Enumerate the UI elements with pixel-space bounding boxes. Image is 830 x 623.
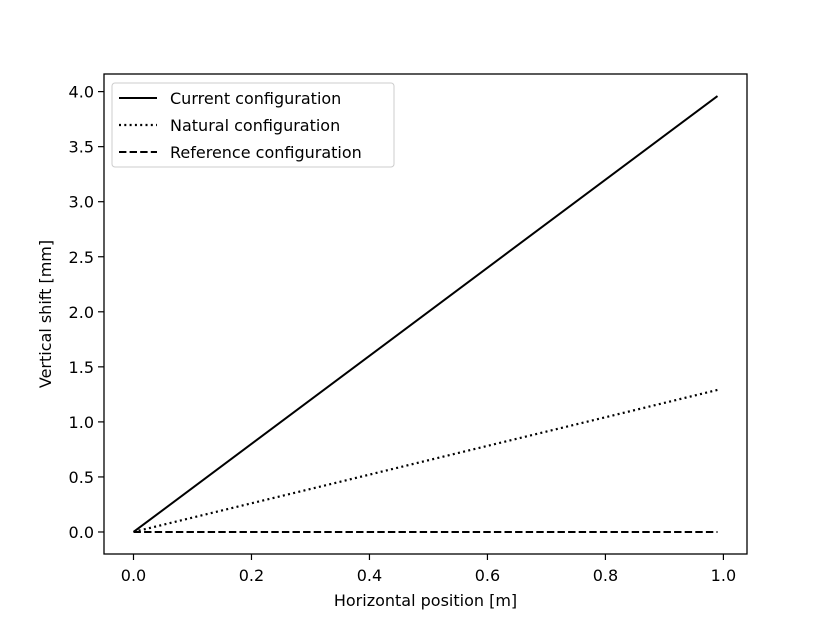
y-tick-label: 0.0: [69, 523, 94, 542]
y-tick-label: 3.5: [69, 138, 94, 157]
x-tick-label: 0.4: [357, 566, 382, 585]
x-axis-label: Horizontal position [m]: [334, 591, 517, 610]
y-axis: 0.0 0.5 1.0 1.5 2.0 2.5 3.0 3.5 4.0: [69, 83, 104, 542]
x-tick-label: 0.0: [121, 566, 146, 585]
plot-layer: [132, 95, 719, 534]
legend-label-current-configuration: Current configuration: [170, 89, 341, 108]
series-line-natural-configuration: [133, 388, 718, 534]
y-tick-label: 0.5: [69, 468, 94, 487]
y-tick-label: 1.5: [69, 358, 94, 377]
y-tick-label: 3.0: [69, 193, 94, 212]
y-axis-label: Vertical shift [mm]: [36, 240, 55, 388]
x-tick-label: 0.6: [475, 566, 500, 585]
legend-label-reference-configuration: Reference configuration: [170, 143, 362, 162]
legend-label-natural-configuration: Natural configuration: [170, 116, 340, 135]
x-tick-label: 0.8: [593, 566, 618, 585]
x-tick-label: 0.2: [239, 566, 264, 585]
x-tick-label: 1.0: [711, 566, 736, 585]
y-tick-label: 2.0: [69, 303, 94, 322]
series-line-current-configuration: [132, 95, 719, 533]
legend-box: [111, 82, 395, 168]
plot-frame: [103, 73, 748, 555]
y-tick-label: 4.0: [69, 83, 94, 102]
y-tick-label: 2.5: [69, 248, 94, 267]
y-tick-label: 1.0: [69, 413, 94, 432]
legend: Current configuration Natural configurat…: [111, 82, 395, 168]
x-axis: 0.0 0.2 0.4 0.6 0.8 1.0: [121, 554, 736, 585]
